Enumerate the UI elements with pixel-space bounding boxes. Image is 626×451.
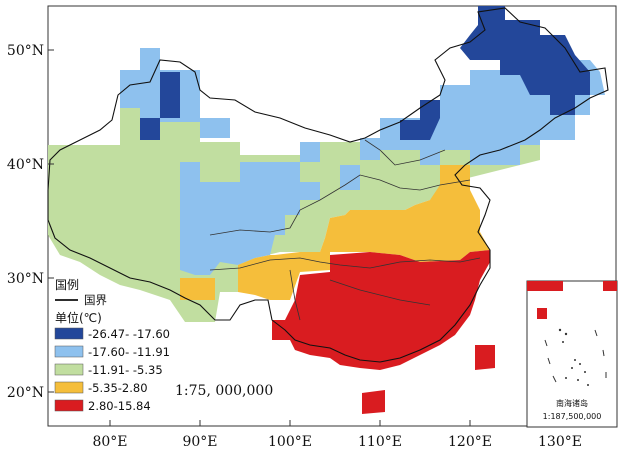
- class-4-region-southwest: [238, 252, 330, 300]
- map-scale: 1:75, 000,000: [175, 383, 273, 399]
- inset-frame: [526, 280, 618, 428]
- class-5-region-south: [272, 250, 490, 370]
- class-1-region-northeast: [460, 6, 590, 115]
- lat-tick-label: 40°N: [7, 157, 44, 173]
- inset-islands: [558, 328, 589, 386]
- south-china-sea-inset: 南海诸岛 1:187,500,000: [526, 280, 618, 428]
- lat-tick-label: 20°N: [7, 385, 44, 401]
- inset-red-patch: [537, 308, 547, 319]
- inset-scale: 1:187,500,000: [543, 412, 602, 421]
- legend-swatch-3: [54, 363, 84, 376]
- rivers: [209, 139, 481, 321]
- class-1-region-altai: [140, 72, 180, 140]
- legend-swatch-2: [54, 345, 84, 358]
- lon-tick-label: 120°E: [448, 434, 492, 450]
- legend: 国例 国界 单位(℃) -26.47- -17.60 -17.60- -11.9…: [54, 278, 170, 413]
- class-2-region-central2: [340, 165, 360, 190]
- class-4-region-west-small: [180, 278, 215, 300]
- latitude-labels: 50°N 40°N 30°N 20°N: [7, 43, 44, 401]
- class-4-region-east: [320, 165, 490, 262]
- legend-class-label: -26.47- -17.60: [88, 327, 170, 341]
- national-border: [47, 7, 609, 363]
- legend-unit-label: 单位(℃): [55, 310, 102, 325]
- legend-border-label: 国界: [84, 293, 107, 307]
- class-5-region-taiwan: [475, 345, 495, 370]
- lon-tick-label: 100°E: [268, 434, 312, 450]
- inset-title: 南海诸岛: [556, 398, 588, 408]
- class-2-region-central: [300, 142, 320, 162]
- class-1-region-northeast2: [400, 100, 440, 140]
- class-2-region-tibet: [180, 162, 320, 275]
- class-5-region-hainan: [362, 390, 385, 414]
- legend-title: 国例: [55, 278, 79, 292]
- longitude-labels: 80°E 90°E 100°E 110°E 120°E 130°E: [92, 434, 582, 450]
- inset-dash-line: [544, 329, 607, 383]
- lat-tick-label: 50°N: [7, 43, 44, 59]
- inset-red-patch: [603, 281, 617, 291]
- lon-tick-label: 90°E: [182, 434, 217, 450]
- lon-tick-label: 80°E: [92, 434, 127, 450]
- legend-class-label: -17.60- -11.91: [88, 345, 170, 359]
- inset-red-patch: [527, 281, 563, 291]
- lon-tick-label: 130°E: [538, 434, 582, 450]
- lat-tick-label: 30°N: [7, 271, 44, 287]
- lon-tick-label: 110°E: [358, 434, 402, 450]
- legend-class-label: -5.35-2.80: [88, 381, 148, 395]
- legend-swatch-1: [54, 327, 84, 340]
- legend-swatch-5: [54, 399, 84, 412]
- legend-class-label: -11.91- -5.35: [88, 363, 163, 377]
- legend-swatch-4: [54, 381, 84, 394]
- legend-class-label: 2.80-15.84: [88, 399, 151, 413]
- temperature-grid: [48, 6, 605, 414]
